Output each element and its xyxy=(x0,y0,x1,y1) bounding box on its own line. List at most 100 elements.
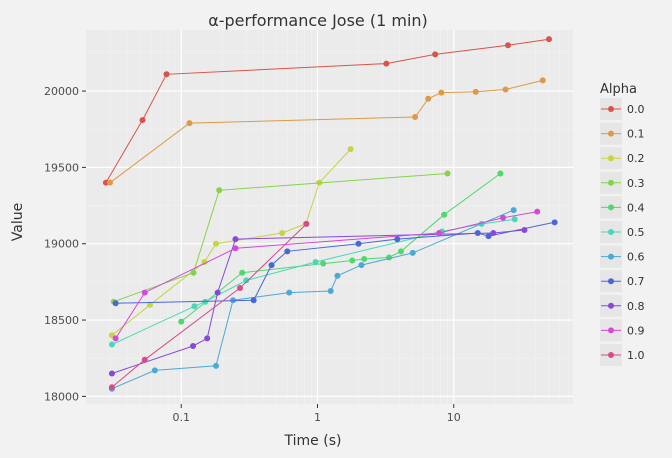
data-point xyxy=(213,362,220,369)
data-point xyxy=(201,259,208,266)
data-point xyxy=(239,269,246,276)
data-point xyxy=(383,60,390,67)
data-point xyxy=(213,240,220,247)
legend-key-point xyxy=(608,179,614,186)
legend-item: 0.5 xyxy=(600,221,645,243)
data-point xyxy=(147,301,154,308)
data-point xyxy=(485,233,492,240)
legend-key-point xyxy=(608,278,614,285)
series-0.3 xyxy=(110,170,451,305)
legend-label: 0.0 xyxy=(627,103,645,116)
legend-label: 0.5 xyxy=(627,226,645,239)
series-0.1 xyxy=(106,77,546,186)
y-tick-label: 19000 xyxy=(44,238,79,251)
series-line xyxy=(109,79,543,184)
data-point xyxy=(504,42,511,49)
data-point xyxy=(141,289,148,296)
legend-label: 0.7 xyxy=(627,275,645,288)
data-point xyxy=(511,216,518,223)
legend-label: 0.8 xyxy=(627,300,645,313)
x-axis-title: Time (s) xyxy=(284,433,342,449)
series-0.9 xyxy=(112,208,541,342)
data-point xyxy=(190,342,197,349)
data-point xyxy=(250,297,257,304)
legend-key-point xyxy=(608,155,614,162)
data-point xyxy=(279,230,286,237)
data-point xyxy=(539,77,546,84)
data-point xyxy=(108,384,115,391)
chart-title: α-performance Jose (1 min) xyxy=(208,11,428,30)
legend-label: 0.4 xyxy=(627,201,645,214)
data-point xyxy=(163,71,170,78)
series-line xyxy=(111,209,514,390)
legend-label: 0.6 xyxy=(627,251,645,264)
legend-item: 0.0 xyxy=(600,98,645,120)
y-tick-label: 18500 xyxy=(44,314,79,327)
legend-key-point xyxy=(608,302,614,309)
series-line xyxy=(113,173,448,303)
data-point xyxy=(327,288,334,295)
x-tick-label: 1 xyxy=(314,411,321,424)
y-axis-ticks: 18000 18500 19000 19500 20000 xyxy=(44,85,86,403)
data-point xyxy=(320,260,327,267)
data-point xyxy=(232,236,239,243)
legend-key-point xyxy=(608,204,614,211)
data-point xyxy=(312,259,319,266)
data-point xyxy=(521,226,528,233)
data-point xyxy=(286,289,293,296)
legend-item: 0.8 xyxy=(600,294,645,317)
data-point xyxy=(139,117,146,124)
data-point xyxy=(186,120,193,127)
data-point xyxy=(436,230,443,237)
legend-label: 0.2 xyxy=(627,152,645,165)
data-point xyxy=(409,249,416,256)
data-point xyxy=(546,36,553,43)
data-point xyxy=(190,269,197,276)
data-point xyxy=(191,303,198,310)
data-point xyxy=(500,214,507,221)
data-point xyxy=(394,236,401,243)
data-point xyxy=(303,220,310,227)
legend-item: 0.1 xyxy=(600,122,645,145)
legend-label: 0.3 xyxy=(627,177,645,190)
legend-key-point xyxy=(608,327,614,334)
data-point xyxy=(386,254,393,261)
data-point xyxy=(204,335,211,342)
data-point xyxy=(438,89,445,96)
data-point xyxy=(412,114,419,121)
data-point xyxy=(334,272,341,279)
series-1.0 xyxy=(108,220,310,391)
data-point xyxy=(361,255,368,262)
y-tick-label: 19500 xyxy=(44,161,79,174)
series-line xyxy=(115,211,538,339)
data-point xyxy=(268,262,275,269)
data-point xyxy=(108,341,115,348)
data-point xyxy=(441,211,448,218)
plot-panel xyxy=(86,30,573,404)
data-point xyxy=(112,300,119,307)
data-point xyxy=(106,179,113,186)
data-point xyxy=(534,208,541,215)
legend-label: 0.1 xyxy=(627,128,645,141)
data-point xyxy=(490,230,497,237)
legend-item: 0.3 xyxy=(600,171,645,194)
legend-title: Alpha xyxy=(600,82,637,97)
legend: Alpha 0.0 0.1 0.2 0.3 0.4 0.5 0.6 0.7 0.8 0.9 1.0 xyxy=(600,82,645,366)
data-point xyxy=(237,284,244,291)
data-point xyxy=(178,318,185,325)
data-point xyxy=(497,170,504,177)
x-axis-ticks: 0.1 1 10 xyxy=(172,404,461,424)
data-point xyxy=(444,170,451,177)
data-point xyxy=(349,257,356,264)
legend-key-point xyxy=(608,130,614,137)
legend-key-point xyxy=(608,106,614,112)
series-0.7 xyxy=(112,219,558,307)
legend-label: 1.0 xyxy=(627,349,645,362)
data-point xyxy=(502,86,509,93)
legend-key-point xyxy=(608,229,614,235)
series-line xyxy=(111,223,307,388)
data-point xyxy=(425,95,432,102)
legend-item: 0.6 xyxy=(600,245,645,268)
series-0.8 xyxy=(108,226,528,377)
